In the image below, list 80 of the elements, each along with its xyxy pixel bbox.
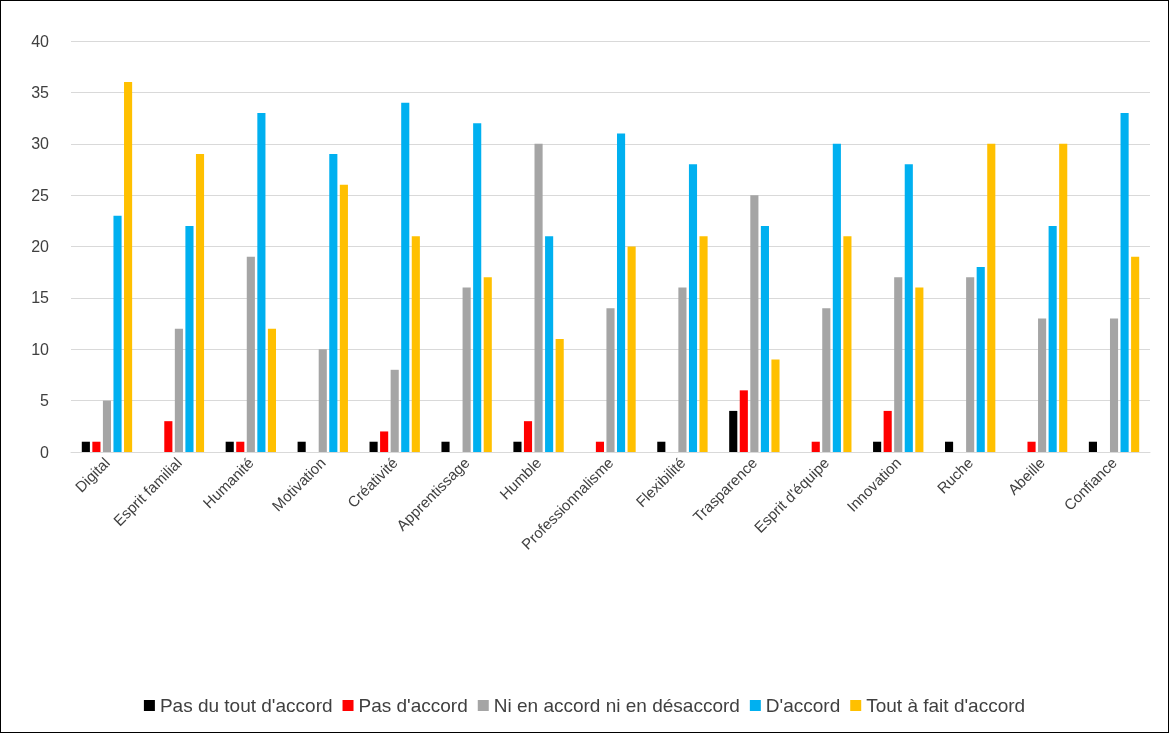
bar <box>113 215 122 452</box>
y-tick-label: 10 <box>31 340 50 358</box>
y-tick-label: 40 <box>31 32 50 50</box>
y-tick-label: 5 <box>40 392 50 410</box>
bar <box>606 308 615 452</box>
bar <box>401 102 410 452</box>
bar <box>966 277 975 452</box>
bar <box>729 410 738 452</box>
bar <box>822 308 831 452</box>
bar <box>545 236 554 452</box>
bar <box>811 441 820 452</box>
bar <box>976 267 985 452</box>
bar <box>513 441 522 452</box>
bar <box>523 421 533 452</box>
y-tick-label: 35 <box>31 83 50 101</box>
bar <box>688 164 698 452</box>
bar <box>1131 256 1140 452</box>
legend-label: Tout à fait d'accord <box>866 695 1026 716</box>
bar <box>1109 318 1119 452</box>
bar <box>1038 318 1047 452</box>
bar <box>760 225 769 452</box>
bar <box>915 287 924 452</box>
bar <box>1059 143 1068 452</box>
bar <box>329 154 338 452</box>
bar <box>185 225 194 452</box>
bar <box>1088 441 1097 452</box>
bar <box>380 431 389 452</box>
legend-label: D'accord <box>765 695 841 716</box>
bar <box>473 123 482 452</box>
bar <box>441 441 450 452</box>
y-tick-label: 20 <box>31 238 50 255</box>
bar <box>595 441 604 452</box>
bar <box>843 236 852 452</box>
bar <box>1120 112 1129 452</box>
bar <box>225 441 234 452</box>
legend-label: Ni en accord ni en désaccord <box>493 695 740 716</box>
legend-label: Pas d'accord <box>358 695 468 716</box>
bar <box>699 236 708 452</box>
bar <box>873 441 882 452</box>
legend-label: Pas du tout d'accord <box>159 695 333 716</box>
bar <box>1048 225 1057 452</box>
y-tick-label: 30 <box>31 135 50 153</box>
bar <box>297 441 306 452</box>
bar <box>832 143 841 452</box>
bar <box>174 328 183 452</box>
bar <box>750 195 759 452</box>
bar <box>627 246 636 452</box>
bar <box>617 133 626 452</box>
bar <box>390 369 399 452</box>
bar <box>411 236 420 452</box>
bar <box>771 359 780 452</box>
bar <box>944 441 954 452</box>
bar <box>904 164 913 452</box>
bar <box>339 184 348 452</box>
bar <box>92 441 101 452</box>
bar <box>246 256 255 452</box>
bar <box>164 421 173 452</box>
bar <box>369 441 378 452</box>
bar <box>236 441 245 452</box>
bar <box>987 143 996 452</box>
y-tick-label: 25 <box>31 186 50 204</box>
bar <box>257 112 266 452</box>
bar <box>318 349 327 452</box>
bar <box>657 441 666 452</box>
bar <box>195 154 205 452</box>
bar <box>124 82 133 452</box>
y-tick-label: 0 <box>40 443 50 461</box>
bar <box>534 143 543 452</box>
bar <box>483 277 492 452</box>
bar <box>81 441 90 452</box>
bar <box>555 338 564 452</box>
bar <box>462 287 471 452</box>
bar <box>102 400 112 452</box>
bar <box>894 277 903 452</box>
bar <box>678 287 687 452</box>
bar <box>739 390 748 452</box>
bar <box>1027 441 1036 452</box>
y-tick-label: 15 <box>31 289 50 307</box>
bar <box>267 328 277 452</box>
bar <box>883 410 892 452</box>
